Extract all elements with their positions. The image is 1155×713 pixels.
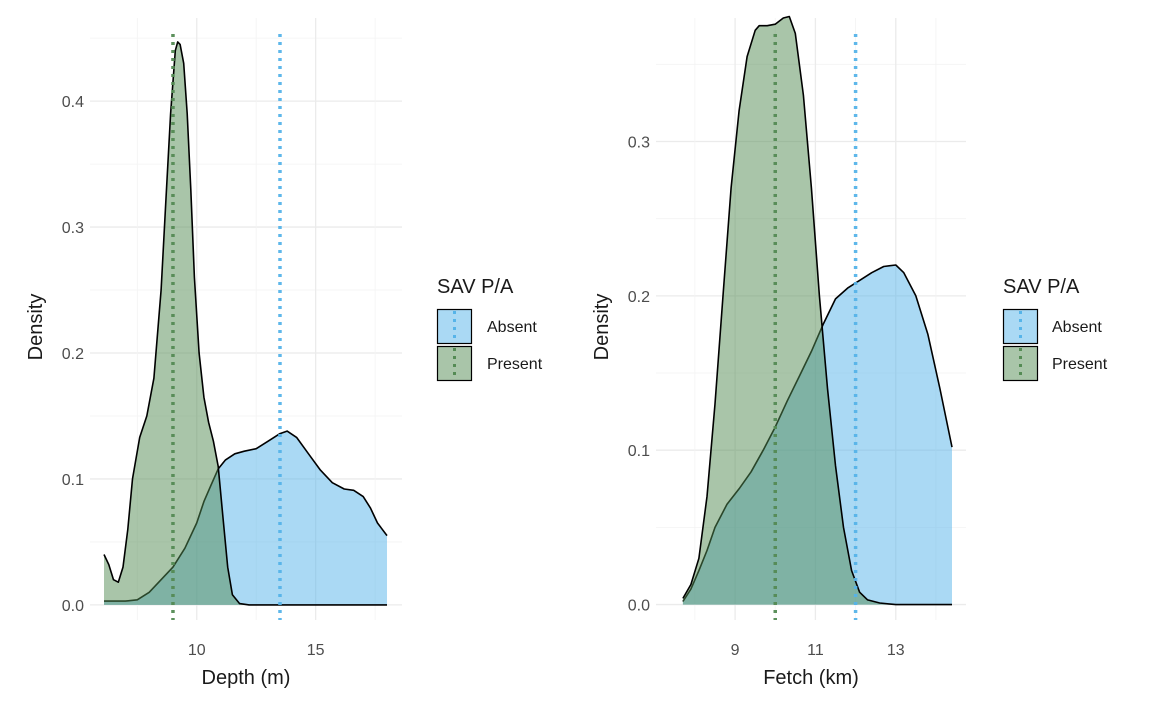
- density-area-absent: [104, 431, 387, 605]
- x-axis-title: Depth (m): [202, 667, 291, 689]
- x-tick-label: 11: [807, 642, 824, 659]
- y-tick-label: 0.2: [628, 289, 650, 306]
- legend-swatch: [1002, 308, 1039, 345]
- x-tick-label: 13: [887, 642, 905, 659]
- legend-title: SAV P/A: [437, 276, 514, 298]
- chart-panel-2: 0.0 0.1 0.2 0.3 9 11 13 Fetch (km) Density SAV P/…: [591, 15, 1108, 689]
- x-axis-title: Fetch (km): [763, 667, 859, 689]
- x-tick-label: 10: [188, 642, 206, 659]
- legend-label-present: Present: [1052, 356, 1108, 373]
- legend-label-absent: Absent: [487, 319, 537, 336]
- y-tick-label: 0.2: [62, 346, 84, 363]
- legend-key-present: [436, 345, 473, 382]
- legend-label-present: Present: [487, 356, 543, 373]
- y-tick-label: 0.0: [628, 598, 650, 615]
- legend-swatch: [436, 345, 473, 382]
- chart-panel-1: 0.0 0.1 0.2 0.3 0.4 10 15 Depth (m) Density SAV P…: [25, 18, 543, 689]
- x-tick-label: 9: [731, 642, 740, 659]
- y-tick-label: 0.3: [62, 220, 84, 237]
- legend-swatch: [436, 308, 473, 345]
- density-outline-present: [682, 15, 952, 606]
- y-tick-label: 0.3: [628, 134, 650, 151]
- legend-key-absent: [1002, 308, 1039, 345]
- y-tick-label: 0.4: [62, 94, 84, 111]
- legend-label-absent: Absent: [1052, 319, 1102, 336]
- legend: SAV P/A Absent Present: [436, 276, 543, 382]
- legend-key-present: [1002, 345, 1039, 382]
- density-area-present: [104, 41, 387, 605]
- legend-key-absent: [436, 308, 473, 345]
- y-tick-label: 0.1: [628, 443, 650, 460]
- y-tick-label: 0.0: [62, 598, 84, 615]
- legend-swatch: [1002, 345, 1039, 382]
- density-outline-present: [103, 41, 387, 606]
- x-tick-label: 15: [307, 642, 325, 659]
- y-axis-title: Density: [25, 294, 47, 361]
- y-tick-label: 0.1: [62, 472, 84, 489]
- legend-title: SAV P/A: [1003, 276, 1080, 298]
- legend: SAV P/A Absent Present: [1002, 276, 1108, 382]
- y-axis-title: Density: [591, 294, 613, 361]
- density-area-present: [682, 16, 952, 605]
